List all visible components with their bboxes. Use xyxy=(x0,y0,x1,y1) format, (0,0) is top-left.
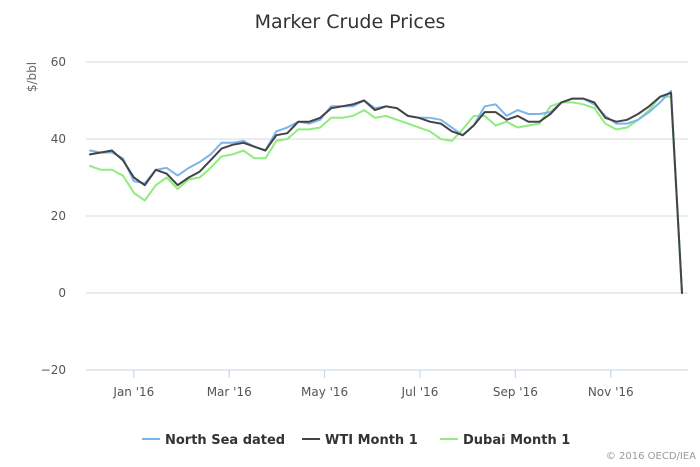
credit-text: © 2016 OECD/IEA xyxy=(606,451,696,462)
legend-label: Dubai Month 1 xyxy=(463,433,570,448)
x-tick-label: May '16 xyxy=(301,385,348,399)
y-tick-label: 60 xyxy=(51,55,66,69)
legend-item-north-sea-dated[interactable]: North Sea dated xyxy=(142,433,285,448)
y-axis-ticks: −20 0 20 40 60 xyxy=(41,55,66,377)
data-series xyxy=(89,89,683,294)
legend-item-wti-month-1[interactable]: WTI Month 1 xyxy=(302,433,418,448)
series-line-north-sea-dated xyxy=(89,89,683,294)
series-line-dubai-month-1 xyxy=(89,95,683,294)
y-axis-label: $/bbl xyxy=(25,62,39,92)
grid-lines xyxy=(86,61,688,294)
legend-label: North Sea dated xyxy=(165,433,285,448)
legend-item-dubai-month-1[interactable]: Dubai Month 1 xyxy=(440,433,570,448)
x-tick-label: Mar '16 xyxy=(207,385,252,399)
y-tick-label: −20 xyxy=(41,363,66,377)
y-tick-label: 0 xyxy=(58,286,66,300)
chart-title: Marker Crude Prices xyxy=(255,11,446,33)
y-tick-label: 20 xyxy=(51,209,66,223)
x-tick-label: Sep '16 xyxy=(493,385,538,399)
legend[interactable]: North Sea dated WTI Month 1 Dubai Month 1 xyxy=(142,433,570,448)
x-tick-label: Jul '16 xyxy=(401,385,439,399)
x-tick-label: Nov '16 xyxy=(588,385,634,399)
x-axis-ticks: Jan '16 Mar '16 May '16 Jul '16 Sep '16 Nov '… xyxy=(112,370,634,399)
series-line-wti-month-1 xyxy=(89,91,683,294)
x-tick-label: Jan '16 xyxy=(112,385,154,399)
legend-label: WTI Month 1 xyxy=(325,433,418,448)
y-tick-label: 40 xyxy=(51,132,66,146)
